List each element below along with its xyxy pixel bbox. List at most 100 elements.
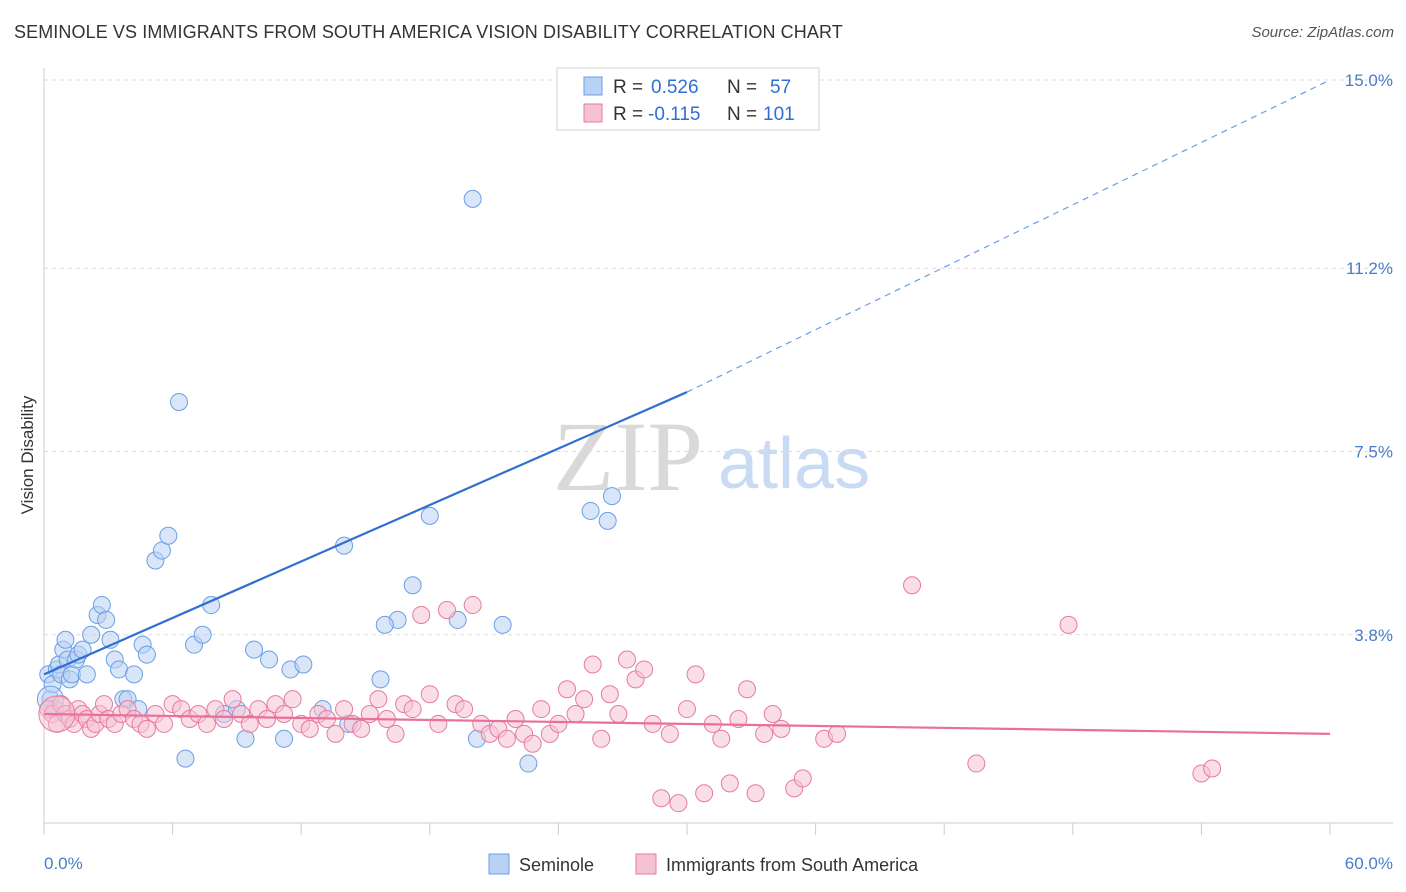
- legend-n-value-1: 57: [770, 77, 791, 98]
- x-tick-min: 0.0%: [44, 854, 83, 873]
- immigrants-point-58: [463, 596, 482, 615]
- immigrants-point-13: [95, 695, 114, 714]
- seminole-point-41: [260, 650, 279, 669]
- immigrants-point-43: [335, 700, 354, 719]
- immigrants-point-99: [903, 576, 922, 595]
- immigrants-point-51: [403, 700, 422, 719]
- immigrants-point-92: [755, 724, 774, 743]
- seminole-point-44: [294, 655, 313, 674]
- seminole-point-28: [137, 645, 156, 664]
- seminole-point-57: [463, 189, 482, 208]
- seminole-point-11: [62, 665, 81, 684]
- seminole-point-32: [170, 392, 189, 411]
- immigrants-point-65: [523, 734, 542, 753]
- immigrants-point-69: [557, 680, 576, 699]
- seminole-point-55: [581, 501, 600, 520]
- seminole-point-30: [152, 541, 171, 560]
- immigrants-point-90: [738, 680, 757, 699]
- immigrants-point-45: [352, 719, 371, 738]
- legend-n-label-2: N =: [727, 104, 757, 125]
- y-tick-label-0: 3.8%: [1354, 626, 1393, 645]
- seminole-point-53: [493, 615, 512, 634]
- immigrants-point-30: [223, 690, 242, 709]
- seminole-point-18: [92, 596, 111, 615]
- seminole-point-56: [598, 511, 617, 530]
- immigrants-point-89: [729, 709, 748, 728]
- chart-title: SEMINOLE VS IMMIGRANTS FROM SOUTH AMERIC…: [14, 22, 843, 42]
- immigrants-point-91: [746, 784, 765, 803]
- seminole-point-60: [375, 615, 394, 634]
- seminole-point-35: [193, 625, 212, 644]
- bottom-swatch-seminole: [488, 853, 510, 875]
- seminole-trend-line: [43, 391, 688, 676]
- immigrants-point-36: [275, 705, 294, 724]
- legend-r-label-1: R =: [613, 77, 643, 98]
- legend-swatch-seminole: [583, 76, 603, 96]
- seminole-point-31: [159, 526, 178, 545]
- legend-n-value-2: 101: [763, 104, 795, 125]
- immigrants-point-88: [720, 774, 739, 793]
- immigrants-point-83: [678, 700, 696, 719]
- legend-r-value-2: -0.115: [648, 104, 700, 125]
- seminole-points: [36, 189, 621, 773]
- seminole-point-25: [125, 665, 144, 684]
- seminole-point-22: [110, 660, 129, 679]
- seminole-point-49: [403, 576, 422, 595]
- seminole-point-58: [602, 487, 621, 506]
- immigrants-point-29: [215, 709, 234, 728]
- immigrants-point-74: [600, 685, 619, 704]
- seminole-trend-extension: [686, 79, 1331, 393]
- immigrants-point-85: [695, 784, 714, 803]
- immigrants-point-93: [763, 705, 782, 724]
- immigrants-trend-line: [43, 712, 1331, 735]
- immigrants-point-71: [575, 690, 594, 709]
- immigrants-point-84: [686, 665, 705, 684]
- immigrants-point-39: [300, 719, 319, 738]
- immigrants-point-80: [652, 789, 671, 808]
- seminole-point-8: [56, 630, 75, 649]
- trend-lines: [43, 79, 1331, 735]
- immigrants-point-57: [455, 700, 474, 719]
- bottom-legend-immigrants: Immigrants from South America: [666, 855, 919, 875]
- series-legend: Seminole Immigrants from South America: [488, 853, 919, 875]
- immigrants-point-103: [1203, 759, 1222, 778]
- seminole-point-54: [519, 754, 538, 773]
- seminole-point-16: [82, 625, 101, 644]
- grid-lines: [44, 79, 1393, 636]
- immigrants-point-34: [257, 709, 276, 728]
- immigrants-point-76: [617, 650, 636, 669]
- immigrants-point-52: [412, 605, 431, 624]
- immigrants-point-81: [660, 724, 679, 743]
- seminole-point-15: [77, 665, 96, 684]
- legend-n-label-1: N =: [727, 77, 757, 98]
- seminole-point-40: [245, 640, 264, 659]
- seminole-point-33: [176, 749, 195, 768]
- legend-r-label-2: R =: [613, 104, 643, 125]
- y-tick-labels: 3.8% 7.5% 11.2% 15.0%: [1345, 71, 1393, 645]
- seminole-point-19: [97, 610, 116, 629]
- immigrants-point-53: [420, 685, 439, 704]
- immigrants-point-82: [669, 794, 688, 813]
- legend-r-value-1: 0.526: [651, 77, 699, 98]
- seminole-point-47: [371, 670, 390, 689]
- immigrants-point-62: [497, 729, 516, 748]
- immigrants-point-20: [137, 719, 156, 738]
- immigrants-point-32: [240, 714, 259, 733]
- watermark-atlas: atlas: [718, 424, 870, 504]
- immigrants-point-96: [793, 769, 812, 788]
- immigrants-point-27: [197, 714, 216, 733]
- immigrants-point-94: [772, 719, 791, 738]
- seminole-point-42: [275, 729, 294, 748]
- y-tick-label-3: 15.0%: [1345, 71, 1393, 90]
- seminole-point-39: [236, 729, 255, 748]
- immigrants-point-42: [326, 724, 345, 743]
- immigrants-point-66: [532, 700, 551, 719]
- immigrants-point-22: [155, 714, 174, 733]
- immigrants-point-78: [635, 660, 654, 679]
- immigrants-point-49: [386, 724, 405, 743]
- bottom-swatch-immigrants: [635, 853, 657, 875]
- stats-legend: R = 0.526 N = 57 R = -0.115 N = 101: [556, 67, 820, 131]
- immigrants-point-98: [828, 724, 847, 743]
- source-label: Source: ZipAtlas.com: [1251, 24, 1394, 41]
